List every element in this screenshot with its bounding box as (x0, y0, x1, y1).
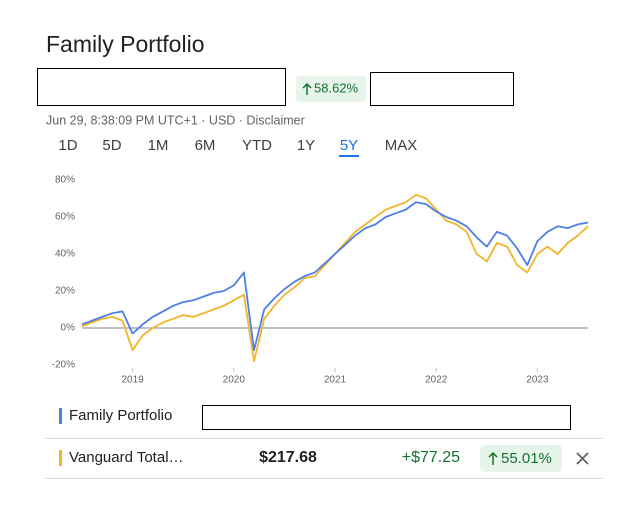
redacted-box (37, 68, 286, 106)
chart: -20% 0% 20% 40% 60% 80% 2019 2020 2021 2022 2023 (52, 175, 589, 386)
range-tab[interactable]: MAX (385, 137, 418, 154)
change-pill (480, 445, 562, 472)
change-pill (296, 76, 366, 102)
remove-button[interactable] (576, 452, 589, 465)
up-arrow-icon (302, 82, 312, 95)
x-tick-label: 2021 (324, 375, 347, 386)
x-tick-label: 2022 (425, 375, 448, 386)
timestamp: Jun 29, 8:38:09 PM UTC+1 · USD · Disclai… (46, 113, 305, 127)
redacted-box (370, 72, 514, 106)
range-tabs: 1D 5D 1M 6M YTD 1Y 5Y MAX (58, 137, 418, 157)
range-tab[interactable]: 5D (102, 137, 121, 154)
range-tab[interactable]: 1Y (297, 137, 315, 154)
change-value: 58.62% (314, 80, 359, 95)
y-tick-label: 80% (55, 175, 75, 186)
comparison-change: 55.01% (501, 450, 552, 467)
series-line (81, 201, 589, 352)
x-tick-label: 2019 (121, 375, 144, 386)
range-tab[interactable]: 6M (195, 137, 216, 154)
range-tab[interactable]: 5Y (340, 137, 358, 154)
series-line (81, 193, 589, 363)
range-tab[interactable]: 1D (58, 137, 77, 154)
y-tick-label: -20% (52, 360, 75, 371)
y-tick-label: 40% (55, 249, 75, 260)
legend-swatch (59, 450, 62, 466)
redacted-box (202, 405, 571, 430)
legend-swatch (59, 408, 62, 424)
portfolio-title: Family Portfolio (46, 31, 204, 57)
y-tick-label: 20% (55, 286, 75, 297)
y-tick-label: 60% (55, 212, 75, 223)
legend-entry: Family Portfolio (69, 407, 172, 424)
x-tick-label: 2020 (223, 375, 246, 386)
up-arrow-icon (488, 451, 498, 465)
y-tick-label: 0% (61, 323, 76, 334)
gain: +$77.25 (402, 449, 460, 466)
x-tick-label: 2023 (526, 375, 549, 386)
legend-entry: Vanguard Total… (69, 449, 184, 466)
range-tab[interactable]: 1M (148, 137, 169, 154)
range-tab[interactable]: YTD (242, 137, 272, 154)
price: $217.68 (259, 449, 317, 466)
